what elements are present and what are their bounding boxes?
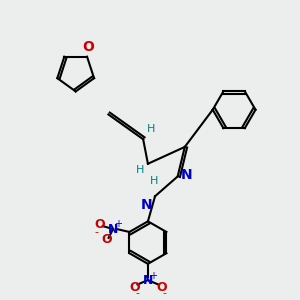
Text: H: H bbox=[150, 176, 158, 187]
Text: N: N bbox=[108, 223, 118, 236]
Text: +: + bbox=[149, 271, 157, 281]
Text: O: O bbox=[82, 40, 94, 54]
Text: O: O bbox=[156, 281, 166, 294]
Text: O: O bbox=[102, 233, 112, 246]
Text: O: O bbox=[129, 281, 140, 294]
Text: -: - bbox=[162, 288, 166, 298]
Text: -: - bbox=[94, 228, 98, 238]
Text: N: N bbox=[181, 168, 193, 182]
Text: O: O bbox=[94, 218, 105, 231]
Text: H: H bbox=[136, 165, 144, 175]
Text: H: H bbox=[147, 124, 155, 134]
Text: +: + bbox=[114, 219, 122, 229]
Text: N: N bbox=[141, 198, 153, 212]
Text: -: - bbox=[136, 288, 140, 298]
Text: N: N bbox=[143, 274, 153, 286]
